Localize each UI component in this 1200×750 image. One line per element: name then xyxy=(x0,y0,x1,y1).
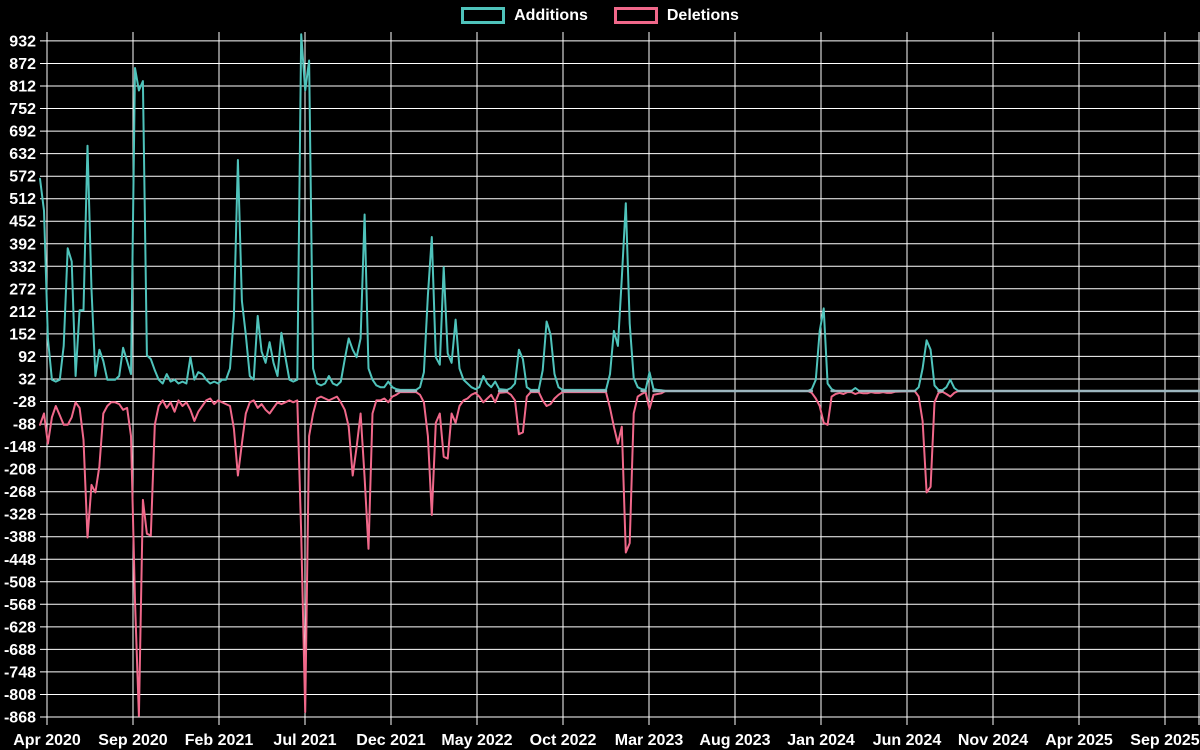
deletions-swatch-icon xyxy=(613,7,658,24)
y-tick-label: 152 xyxy=(9,326,36,343)
legend-label-deletions: Deletions xyxy=(666,6,739,24)
x-tick-label: Nov 2024 xyxy=(958,732,1028,749)
y-tick-label: 452 xyxy=(9,214,36,231)
x-tick-label: Mar 2023 xyxy=(615,732,684,749)
y-tick-label: 872 xyxy=(9,56,36,73)
y-tick-label: 752 xyxy=(9,101,36,118)
y-tick-label: -448 xyxy=(4,552,36,569)
y-tick-label: -148 xyxy=(4,439,36,456)
y-tick-label: 212 xyxy=(9,304,36,321)
additions-swatch-icon xyxy=(461,7,506,24)
y-tick-label: -28 xyxy=(13,394,36,411)
y-tick-label: 92 xyxy=(18,349,36,366)
y-tick-label: 692 xyxy=(9,124,36,141)
y-tick-label: -328 xyxy=(4,507,36,524)
y-tick-label: -268 xyxy=(4,484,36,501)
y-tick-label: 392 xyxy=(9,236,36,253)
y-tick-label: -868 xyxy=(4,710,36,727)
legend-item-additions[interactable]: Additions xyxy=(461,7,588,24)
y-tick-label: 272 xyxy=(9,281,36,298)
x-tick-label: Sep 2020 xyxy=(98,732,167,749)
x-tick-label: Sep 2025 xyxy=(1130,732,1199,749)
y-tick-label: 572 xyxy=(9,169,36,186)
y-tick-label: -508 xyxy=(4,574,36,591)
deletions-line xyxy=(39,390,1200,717)
x-tick-label: Aug 2023 xyxy=(699,732,770,749)
y-tick-label: -568 xyxy=(4,597,36,614)
y-tick-label: -748 xyxy=(4,664,36,681)
legend-item-deletions[interactable]: Deletions xyxy=(613,6,739,24)
x-tick-label: Jan 2024 xyxy=(787,732,855,749)
y-tick-label: -808 xyxy=(4,687,36,704)
y-tick-label: 932 xyxy=(9,33,36,50)
y-tick-label: 332 xyxy=(9,259,36,276)
y-tick-label: -208 xyxy=(4,462,36,479)
x-tick-label: Feb 2021 xyxy=(185,732,254,749)
x-tick-label: Oct 2022 xyxy=(530,732,597,749)
x-tick-label: May 2022 xyxy=(441,732,512,749)
x-tick-label: Apr 2025 xyxy=(1045,732,1113,749)
x-tick-label: Jul 2021 xyxy=(273,732,336,749)
y-tick-label: -388 xyxy=(4,529,36,546)
chart-legend: Additions Deletions xyxy=(0,7,1200,24)
additions-line xyxy=(39,33,1200,392)
legend-label-additions: Additions xyxy=(514,6,588,24)
y-tick-label: -628 xyxy=(4,619,36,636)
y-tick-label: -688 xyxy=(4,642,36,659)
y-tick-label: 32 xyxy=(18,372,36,389)
x-tick-label: Apr 2020 xyxy=(13,732,81,749)
y-tick-label: 812 xyxy=(9,79,36,96)
y-tick-label: 632 xyxy=(9,146,36,163)
y-tick-label: -88 xyxy=(13,417,36,434)
y-tick-label: 512 xyxy=(9,191,36,208)
x-tick-label: Dec 2021 xyxy=(356,732,425,749)
x-tick-label: Jun 2024 xyxy=(873,732,942,749)
